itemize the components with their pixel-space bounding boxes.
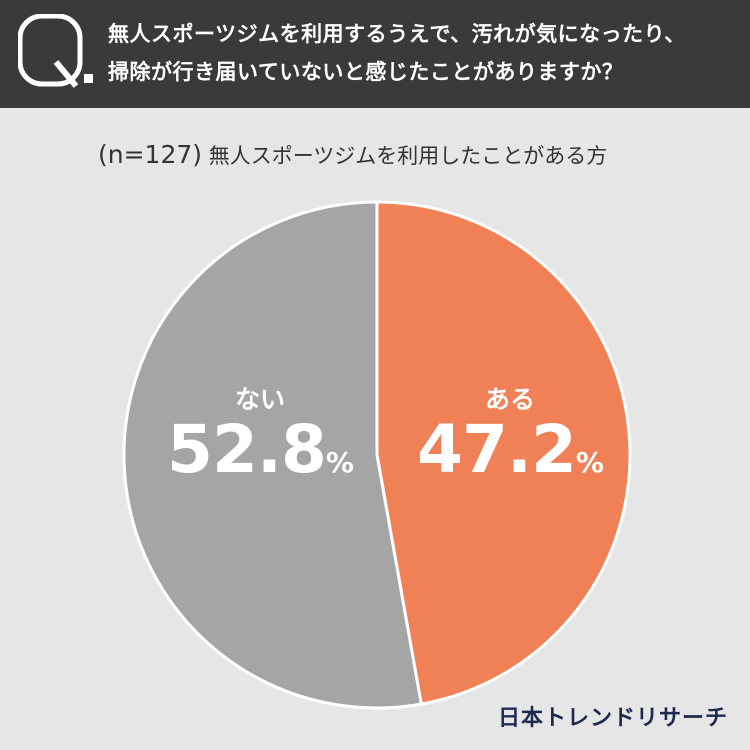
- pie-slice-no: [122, 200, 423, 710]
- slice-name-no: ない: [234, 385, 285, 414]
- slice-value-yes: 47.2: [417, 411, 577, 488]
- question-line-2: 掃除が行き届いていないと感じたことがありますか？: [108, 60, 624, 84]
- question-text: 無人スポーツジムを利用するうえで、汚れが気になったり、 掃除が行き届いていないと…: [108, 15, 738, 91]
- sample-target: 無人スポーツジムを利用したことがある方: [208, 144, 608, 168]
- question-header: 無人スポーツジムを利用するうえで、汚れが気になったり、 掃除が行き届いていないと…: [0, 0, 750, 108]
- sample-description: (n=127) 無人スポーツジムを利用したことがある方: [98, 140, 607, 170]
- slice-label-yes: ある 47.2%: [415, 385, 605, 498]
- percent-unit-no: %: [325, 446, 354, 479]
- slice-value-no: 52.8: [167, 411, 327, 488]
- brand-logo: 日本トレンドリサーチ: [497, 706, 728, 731]
- slice-label-no: ない 52.8%: [165, 385, 355, 498]
- sample-size: (n=127): [98, 140, 203, 169]
- percent-unit-yes: %: [575, 446, 604, 479]
- slice-name-yes: ある: [484, 385, 535, 414]
- q-icon: [18, 14, 93, 88]
- pie-slice-yes: [375, 200, 632, 706]
- question-line-1: 無人スポーツジムを利用するうえで、汚れが気になったり、: [108, 22, 686, 46]
